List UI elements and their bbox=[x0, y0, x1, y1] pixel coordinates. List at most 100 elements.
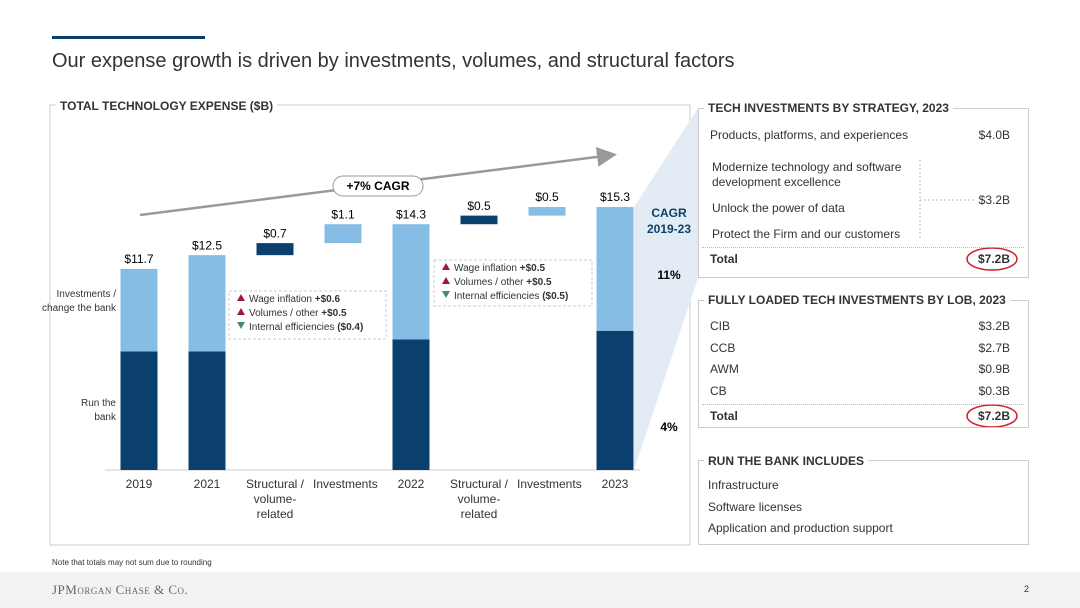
x-tick-label: Investments bbox=[313, 477, 378, 491]
trend-icon bbox=[442, 291, 450, 298]
lob-row: CB bbox=[710, 383, 727, 398]
cagr-heading: CAGR bbox=[651, 206, 687, 220]
bar-segment bbox=[324, 224, 362, 244]
lob-row-amount: $0.3B bbox=[978, 383, 1010, 398]
lob-total: Total bbox=[710, 409, 738, 423]
bar-segment bbox=[188, 255, 226, 352]
connector-wedge bbox=[634, 108, 698, 470]
rtb-item: Software licenses bbox=[708, 499, 803, 514]
footer-band bbox=[0, 572, 1080, 608]
callout-item: Wage inflation +$0.5 bbox=[442, 262, 545, 276]
footnote: Note that totals may not sum due to roun… bbox=[52, 558, 212, 567]
lob-row-amount: $0.9B bbox=[978, 362, 1010, 376]
cagr-pill bbox=[332, 175, 424, 197]
bar-label: $0.5 bbox=[467, 199, 491, 213]
accent-bar bbox=[52, 36, 205, 39]
callout-text: Wage inflation bbox=[249, 294, 312, 305]
callout-box bbox=[228, 290, 387, 340]
strategy-total-amount: $7.2B bbox=[977, 252, 1010, 266]
row-rule bbox=[702, 404, 1024, 405]
x-tick-label: Structural / volume-related bbox=[245, 477, 305, 521]
bar-segment bbox=[528, 207, 566, 216]
x-tick-label: 2021 bbox=[193, 477, 221, 491]
cagr-value: 11% bbox=[657, 268, 681, 282]
callout-item: Volumes / other +$0.5 bbox=[237, 307, 347, 321]
trend-icon bbox=[237, 322, 245, 329]
highlight-circle bbox=[966, 247, 1018, 271]
bar-label: $0.7 bbox=[263, 226, 287, 240]
lob-row: CIB bbox=[710, 319, 731, 333]
bar-label: $12.5 bbox=[192, 238, 222, 252]
trend-icon bbox=[442, 277, 450, 284]
strategy-item: Modernize technology and software develo… bbox=[712, 160, 902, 189]
strategy-item: Protect the Firm and our customers bbox=[712, 227, 901, 241]
panel-title: RUN THE BANK INCLUDES bbox=[704, 454, 868, 468]
lob-row-amount: $2.7B bbox=[978, 340, 1010, 355]
bar-label: $0.5 bbox=[535, 190, 559, 204]
strategy-item: Unlock the power of data bbox=[712, 201, 845, 215]
lob-row: CCB bbox=[710, 340, 736, 355]
callout-text: Volumes / other bbox=[454, 277, 524, 288]
callout-item: Wage inflation +$0.6 bbox=[237, 293, 340, 307]
trend-icon bbox=[442, 263, 450, 270]
callout-amount: ($0.5) bbox=[542, 291, 569, 302]
logo: JPMorgan Chase & Co. bbox=[52, 582, 189, 597]
bar-segment bbox=[392, 339, 430, 470]
x-tick-label: 2022 bbox=[397, 477, 425, 491]
strategy-row-amount: $4.0B bbox=[978, 128, 1010, 142]
bar-segment bbox=[256, 243, 294, 256]
callout-box bbox=[433, 259, 593, 307]
panel-title: TECH INVESTMENTS BY STRATEGY, 2023 bbox=[704, 101, 953, 115]
bar-segment bbox=[120, 351, 158, 470]
callout-item: Volumes / other +$0.5 bbox=[442, 276, 552, 290]
callout-item: Internal efficiencies ($0.5) bbox=[442, 290, 568, 304]
bar-segment bbox=[392, 224, 430, 340]
x-tick-label: Investments bbox=[517, 477, 582, 491]
callout-amount: +$0.5 bbox=[519, 263, 546, 274]
lob-total-amount: $7.2B bbox=[977, 409, 1010, 423]
callout-item: Internal efficiencies ($0.4) bbox=[237, 321, 363, 335]
callout-amount: +$0.5 bbox=[526, 277, 552, 288]
bar-segment bbox=[188, 351, 226, 470]
bar-segment bbox=[460, 215, 498, 225]
x-tick-label: 2019 bbox=[125, 477, 153, 491]
bar-segment bbox=[596, 330, 634, 470]
cagr-heading: 2019-23 bbox=[647, 222, 691, 236]
callout-amount: +$0.6 bbox=[314, 294, 341, 305]
callout-text: Wage inflation bbox=[454, 263, 517, 274]
panel-title: FULLY LOADED TECH INVESTMENTS BY LOB, 20… bbox=[704, 293, 1010, 307]
chart-frame bbox=[49, 104, 691, 546]
page-number: 2 bbox=[1024, 584, 1030, 594]
callout-amount: +$0.5 bbox=[321, 308, 347, 319]
rtb-item: Infrastructure bbox=[708, 478, 779, 492]
lob-row-amount: $3.2B bbox=[978, 319, 1010, 333]
bar-label: $14.3 bbox=[396, 207, 426, 221]
callout-text: Internal efficiencies bbox=[454, 291, 540, 302]
cagr-annotation: +7% CAGR bbox=[346, 179, 409, 193]
callout-amount: ($0.4) bbox=[337, 322, 364, 333]
row-rule bbox=[702, 247, 1024, 248]
lob-row: AWM bbox=[710, 362, 739, 376]
cagr-value: 4% bbox=[660, 420, 678, 434]
chart-title: TOTAL TECHNOLOGY EXPENSE ($B) bbox=[56, 99, 278, 113]
legend-label: Run the bank bbox=[80, 398, 116, 423]
trend-icon bbox=[237, 294, 245, 301]
bar-label: $11.7 bbox=[124, 252, 153, 266]
callout-text: Internal efficiencies bbox=[249, 322, 335, 333]
bar-segment bbox=[596, 207, 634, 331]
trend-icon bbox=[237, 308, 245, 315]
strategy-total: Total bbox=[710, 252, 738, 266]
callout-text: Volumes / other bbox=[249, 308, 319, 319]
strategy-group-amount: $3.2B bbox=[978, 193, 1010, 207]
slide-title: Our expense growth is driven by investme… bbox=[52, 50, 735, 72]
x-tick-label: Structural / volume-related bbox=[449, 477, 509, 521]
bar-segment bbox=[120, 268, 158, 352]
bar-label: $15.3 bbox=[600, 190, 630, 204]
rtb-item: Application and production support bbox=[708, 521, 893, 535]
legend-label: Investments / change the bank bbox=[42, 289, 116, 314]
bar-label: $1.1 bbox=[331, 207, 355, 221]
x-tick-label: 2023 bbox=[601, 477, 629, 491]
strategy-row: Products, platforms, and experiences bbox=[710, 128, 909, 142]
